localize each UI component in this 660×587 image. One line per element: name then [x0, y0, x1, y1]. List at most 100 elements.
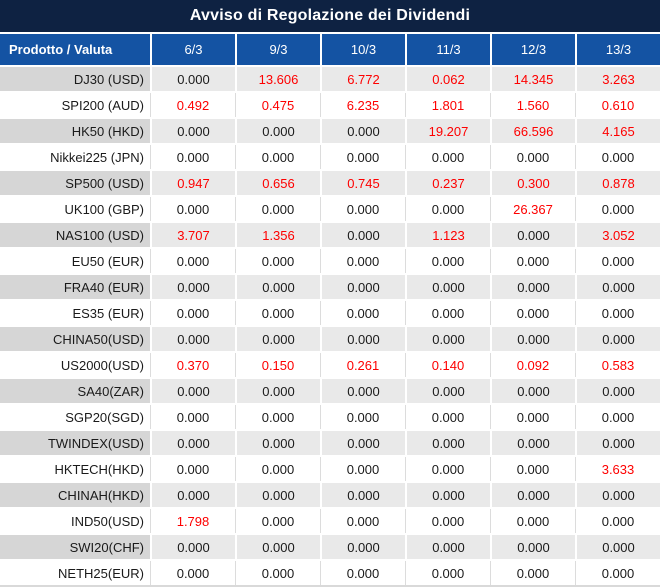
- dividend-value: 0.062: [405, 67, 490, 91]
- dividend-value: 0.000: [575, 405, 660, 429]
- table-row: CHINAH(HKD) 0.000 0.000 0.000 0.000 0.000 0.00…: [0, 481, 660, 507]
- dividend-value: 0.492: [150, 93, 235, 117]
- product-label: EU50 (EUR): [0, 249, 150, 273]
- dividend-value: 0.000: [405, 197, 490, 221]
- product-label: IND50(USD): [0, 509, 150, 533]
- dividend-value: 0.000: [235, 457, 320, 481]
- dividend-value: 0.370: [150, 353, 235, 377]
- dividend-value: 0.878: [575, 171, 660, 195]
- dividend-value: 4.165: [575, 119, 660, 143]
- dividend-value: 1.356: [235, 223, 320, 247]
- dividend-value: 0.000: [320, 535, 405, 559]
- dividend-value: 6.772: [320, 67, 405, 91]
- product-label: SPI200 (AUD): [0, 93, 150, 117]
- dividend-value: 3.263: [575, 67, 660, 91]
- dividend-value: 0.000: [150, 483, 235, 507]
- dividend-value: 0.000: [405, 457, 490, 481]
- dividend-value: 0.000: [150, 327, 235, 351]
- table-row: UK100 (GBP) 0.000 0.000 0.000 0.000 26.367 0.0…: [0, 195, 660, 221]
- product-label: SWI20(CHF): [0, 535, 150, 559]
- table-row: DJ30 (USD) 0.000 13.606 6.772 0.062 14.345 3.2…: [0, 65, 660, 91]
- dividend-value: 0.000: [235, 509, 320, 533]
- dividend-value: 0.000: [405, 249, 490, 273]
- dividend-value: 0.000: [150, 405, 235, 429]
- product-label: HKTECH(HKD): [0, 457, 150, 481]
- dividend-value: 0.000: [320, 249, 405, 273]
- dividend-value: 0.000: [320, 327, 405, 351]
- dividend-value: 1.123: [405, 223, 490, 247]
- dividend-value: 1.560: [490, 93, 575, 117]
- header-product-currency: Prodotto / Valuta: [9, 42, 113, 57]
- dividend-value: 3.052: [575, 223, 660, 247]
- dividend-value: 0.237: [405, 171, 490, 195]
- dividend-value: 0.000: [575, 379, 660, 403]
- dividend-value: 0.000: [575, 535, 660, 559]
- dividend-value: 0.000: [405, 301, 490, 325]
- header-date-6-3: 6/3: [150, 34, 235, 65]
- dividend-value: 0.000: [235, 431, 320, 455]
- table-row: SA40(ZAR) 0.000 0.000 0.000 0.000 0.000 0.000: [0, 377, 660, 403]
- dividend-value: 66.596: [490, 119, 575, 143]
- dividend-value: 0.000: [405, 561, 490, 585]
- dividend-value: 0.150: [235, 353, 320, 377]
- dividend-value: 0.000: [320, 223, 405, 247]
- dividend-value: 0.610: [575, 93, 660, 117]
- product-label: HK50 (HKD): [0, 119, 150, 143]
- product-label: US2000(USD): [0, 353, 150, 377]
- table-row: SGP20(SGD) 0.000 0.000 0.000 0.000 0.000 0.000: [0, 403, 660, 429]
- product-label: SA40(ZAR): [0, 379, 150, 403]
- dividend-value: 0.000: [150, 197, 235, 221]
- dividend-value: 0.000: [235, 119, 320, 143]
- table-row: EU50 (EUR) 0.000 0.000 0.000 0.000 0.000 0.000: [0, 247, 660, 273]
- dividend-value: 0.000: [405, 327, 490, 351]
- dividend-value: 0.000: [235, 145, 320, 169]
- dividend-value: 0.000: [490, 145, 575, 169]
- dividend-value: 0.000: [150, 275, 235, 299]
- header-date-10-3: 10/3: [320, 34, 405, 65]
- product-label: CHINA50(USD): [0, 327, 150, 351]
- dividend-value: 0.000: [235, 249, 320, 273]
- dividend-value: 0.000: [235, 327, 320, 351]
- dividend-value: 0.000: [150, 119, 235, 143]
- dividend-value: 0.000: [405, 509, 490, 533]
- dividend-value: 0.000: [320, 509, 405, 533]
- dividend-value: 0.000: [150, 379, 235, 403]
- product-label: DJ30 (USD): [0, 67, 150, 91]
- dividend-value: 0.000: [490, 457, 575, 481]
- dividend-value: 0.300: [490, 171, 575, 195]
- dividend-value: 0.000: [490, 301, 575, 325]
- dividend-value: 3.707: [150, 223, 235, 247]
- dividend-value: 1.801: [405, 93, 490, 117]
- dividend-value: 0.000: [575, 483, 660, 507]
- table-row: HK50 (HKD) 0.000 0.000 0.000 19.207 66.596 4.1…: [0, 117, 660, 143]
- dividend-value: 0.000: [490, 535, 575, 559]
- dividend-value: 0.000: [150, 457, 235, 481]
- dividend-value: 0.000: [235, 405, 320, 429]
- dividend-value: 0.000: [490, 379, 575, 403]
- dividend-value: 0.000: [320, 431, 405, 455]
- table-row: HKTECH(HKD) 0.000 0.000 0.000 0.000 0.000 3.63…: [0, 455, 660, 481]
- table-row: SP500 (USD) 0.947 0.656 0.745 0.237 0.300 0.87…: [0, 169, 660, 195]
- dividend-value: 0.000: [150, 535, 235, 559]
- dividend-value: 0.000: [320, 561, 405, 585]
- table-row: SWI20(CHF) 0.000 0.000 0.000 0.000 0.000 0.000: [0, 533, 660, 559]
- dividend-value: 0.000: [150, 561, 235, 585]
- dividend-value: 1.798: [150, 509, 235, 533]
- dividend-value: 0.000: [575, 145, 660, 169]
- table-row: NAS100 (USD) 3.707 1.356 0.000 1.123 0.000 3.0…: [0, 221, 660, 247]
- table-body: DJ30 (USD) 0.000 13.606 6.772 0.062 14.345 3.2…: [0, 65, 660, 585]
- product-label: CHINAH(HKD): [0, 483, 150, 507]
- dividend-value: 0.475: [235, 93, 320, 117]
- dividend-value: 0.000: [575, 509, 660, 533]
- header-date-12-3: 12/3: [490, 34, 575, 65]
- dividend-value: 0.000: [235, 535, 320, 559]
- dividend-value: 0.000: [575, 431, 660, 455]
- dividend-value: 0.000: [490, 431, 575, 455]
- table-header-row: Prodotto / Valuta 6/3 9/3 10/3 11/3 12/3 13/3: [0, 32, 660, 65]
- dividend-value: 0.000: [575, 275, 660, 299]
- dividend-value: 0.000: [575, 197, 660, 221]
- table-row: FRA40 (EUR) 0.000 0.000 0.000 0.000 0.000 0.00…: [0, 273, 660, 299]
- dividend-value: 0.947: [150, 171, 235, 195]
- dividend-value: 0.000: [405, 275, 490, 299]
